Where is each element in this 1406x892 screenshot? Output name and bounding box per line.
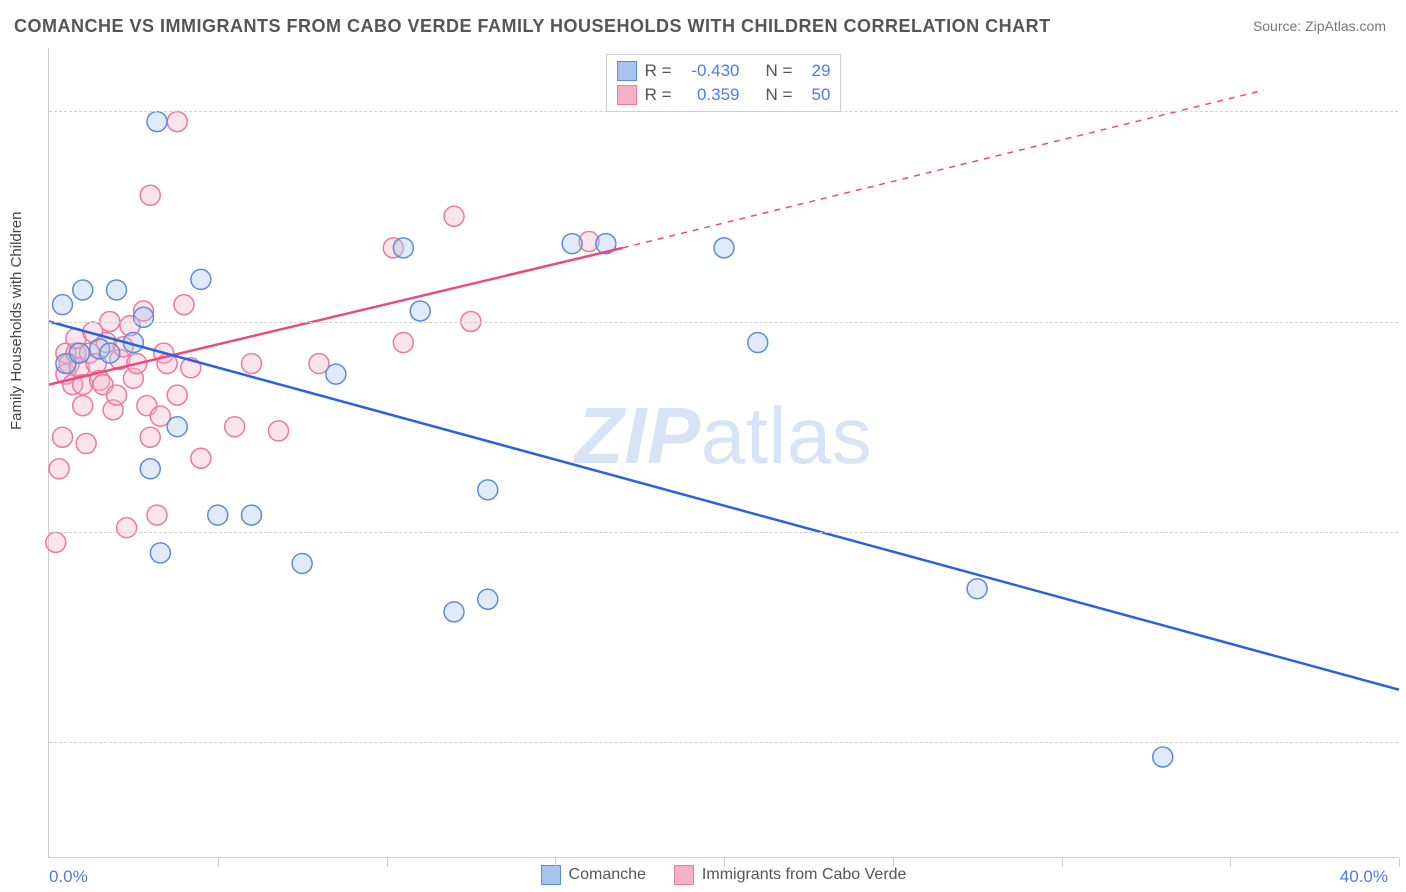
chart-title: COMANCHE VS IMMIGRANTS FROM CABO VERDE F…	[14, 16, 1051, 37]
x-tick	[1062, 857, 1063, 867]
legend-item-comanche: Comanche	[541, 865, 646, 885]
series-legend: Comanche Immigrants from Cabo Verde	[541, 865, 907, 885]
source-label: Source: ZipAtlas.com	[1253, 18, 1386, 34]
x-axis-left-label: 0.0%	[49, 867, 88, 887]
x-tick	[555, 857, 556, 867]
n-label-0: N =	[766, 61, 793, 81]
chart-svg	[49, 48, 1398, 857]
x-tick	[724, 857, 725, 867]
y-axis-title: Family Households with Children	[8, 212, 25, 430]
x-tick	[1230, 857, 1231, 867]
swatch-cabo-verde	[617, 85, 637, 105]
series-name-1: Immigrants from Cabo Verde	[702, 866, 907, 884]
swatch-cabo-verde-2	[674, 865, 694, 885]
x-tick	[1399, 857, 1400, 867]
gridline	[49, 322, 1398, 323]
x-axis-right-label: 40.0%	[1340, 867, 1388, 887]
series-name-0: Comanche	[569, 866, 646, 884]
x-tick	[893, 857, 894, 867]
correlation-legend: R = -0.430 N = 29 R = 0.359 N = 50	[606, 54, 842, 112]
gridline	[49, 742, 1398, 743]
legend-row-comanche: R = -0.430 N = 29	[617, 59, 831, 83]
x-tick	[387, 857, 388, 867]
r-label-1: R =	[645, 85, 672, 105]
n-label-1: N =	[766, 85, 793, 105]
swatch-comanche-2	[541, 865, 561, 885]
r-value-1: 0.359	[682, 85, 740, 105]
swatch-comanche	[617, 61, 637, 81]
gridline	[49, 532, 1398, 533]
n-value-0: 29	[802, 61, 830, 81]
gridline	[49, 111, 1398, 112]
n-value-1: 50	[802, 85, 830, 105]
plot-area: ZIPatlas R = -0.430 N = 29 R = 0.359 N =…	[48, 48, 1398, 858]
legend-item-cabo-verde: Immigrants from Cabo Verde	[674, 865, 907, 885]
x-tick	[218, 857, 219, 867]
legend-row-cabo-verde: R = 0.359 N = 50	[617, 83, 831, 107]
r-label-0: R =	[645, 61, 672, 81]
r-value-0: -0.430	[682, 61, 740, 81]
